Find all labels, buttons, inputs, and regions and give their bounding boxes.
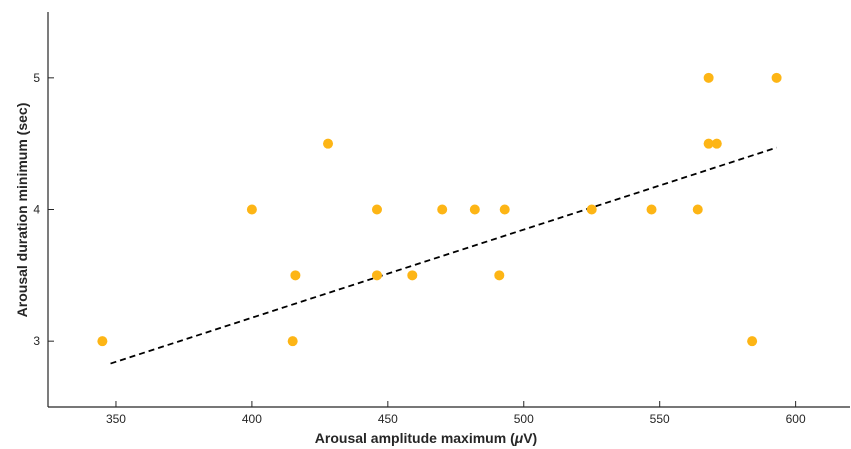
data-point bbox=[494, 270, 505, 281]
data-point bbox=[499, 204, 510, 215]
x-tick-label: 400 bbox=[242, 412, 262, 426]
data-point bbox=[246, 204, 257, 215]
x-tick-label: 500 bbox=[514, 412, 534, 426]
data-point bbox=[586, 204, 597, 215]
data-point bbox=[771, 72, 782, 83]
x-tick-label: 600 bbox=[786, 412, 806, 426]
data-point bbox=[703, 138, 714, 149]
y-ticks: 3 4 5 bbox=[33, 71, 54, 348]
y-tick-label: 4 bbox=[33, 203, 40, 217]
y-tick-label: 3 bbox=[33, 334, 40, 348]
y-tick-label: 5 bbox=[33, 71, 40, 85]
mu-symbol: μ bbox=[514, 430, 524, 446]
trend-line bbox=[110, 146, 777, 365]
data-point bbox=[646, 204, 657, 215]
data-point bbox=[469, 204, 480, 215]
data-point bbox=[290, 270, 301, 281]
x-tick-label: 450 bbox=[378, 412, 398, 426]
data-point bbox=[703, 72, 714, 83]
data-point bbox=[287, 336, 298, 347]
y-axis-label: Arousal duration minimum (sec) bbox=[14, 103, 30, 318]
data-point bbox=[371, 270, 382, 281]
x-axis-label: Arousal amplitude maximum (μV) bbox=[315, 430, 537, 446]
x-ticks: 350 400 450 500 550 600 bbox=[106, 401, 806, 426]
data-point bbox=[692, 204, 703, 215]
data-point bbox=[371, 204, 382, 215]
data-point bbox=[407, 270, 418, 281]
data-point bbox=[437, 204, 448, 215]
data-point bbox=[711, 138, 722, 149]
x-tick-label: 550 bbox=[650, 412, 670, 426]
data-point bbox=[323, 138, 334, 149]
data-points bbox=[97, 72, 782, 347]
data-point bbox=[97, 336, 108, 347]
plot-area: 350 400 450 500 550 600 3 4 5 bbox=[33, 12, 850, 426]
x-tick-label: 350 bbox=[106, 412, 126, 426]
data-point bbox=[747, 336, 758, 347]
